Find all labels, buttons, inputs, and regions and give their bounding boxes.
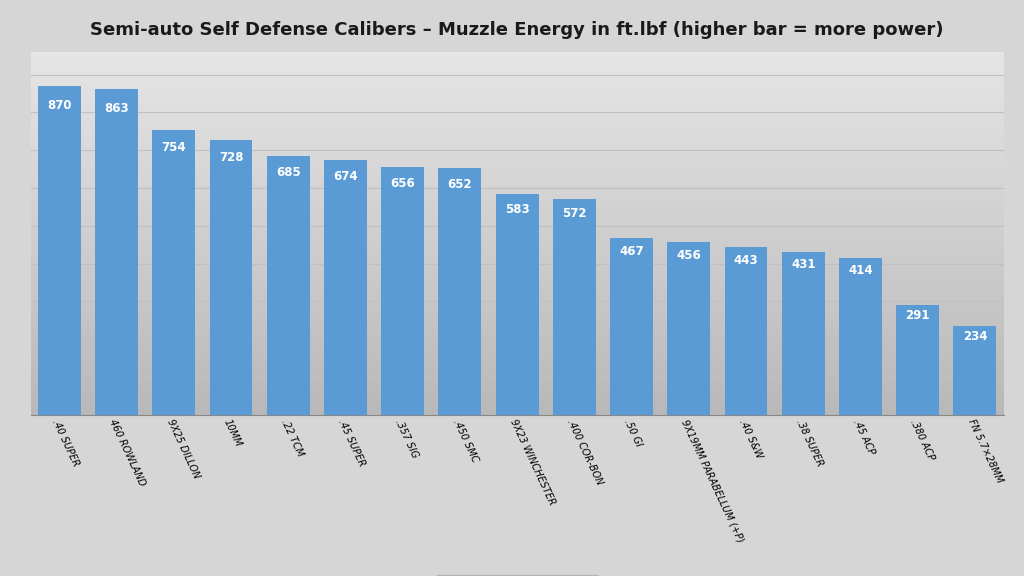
Text: 685: 685 <box>275 166 301 179</box>
Bar <box>381 167 424 415</box>
Bar <box>953 326 996 415</box>
Text: 656: 656 <box>390 177 415 190</box>
Legend: Muzzle Energy (ft.lbf): Muzzle Energy (ft.lbf) <box>435 575 599 576</box>
Text: 652: 652 <box>447 178 472 191</box>
Text: 467: 467 <box>620 245 644 258</box>
Bar <box>267 156 309 415</box>
Bar <box>668 242 711 415</box>
Text: 291: 291 <box>905 309 930 322</box>
Bar <box>95 89 138 415</box>
Bar <box>725 247 767 415</box>
Bar <box>610 238 653 415</box>
Text: 870: 870 <box>47 99 72 112</box>
Text: 414: 414 <box>848 264 872 278</box>
Bar <box>438 168 481 415</box>
Bar <box>896 305 939 415</box>
Bar <box>324 160 367 415</box>
Bar <box>781 252 824 415</box>
Text: 443: 443 <box>734 254 759 267</box>
Bar <box>496 194 539 415</box>
Text: 583: 583 <box>505 203 529 216</box>
Text: 456: 456 <box>677 249 701 262</box>
Title: Semi-auto Self Defense Calibers – Muzzle Energy in ft.lbf (higher bar = more pow: Semi-auto Self Defense Calibers – Muzzle… <box>90 21 944 39</box>
Bar <box>210 139 253 415</box>
Text: 674: 674 <box>333 170 357 183</box>
Bar <box>553 199 596 415</box>
Text: 572: 572 <box>562 207 587 220</box>
Bar <box>153 130 196 415</box>
Text: 234: 234 <box>963 330 987 343</box>
Text: 728: 728 <box>219 150 244 164</box>
Text: 863: 863 <box>104 101 129 115</box>
Bar <box>38 86 81 415</box>
Text: 754: 754 <box>162 141 186 154</box>
Bar <box>839 258 882 415</box>
Text: 431: 431 <box>791 258 815 271</box>
